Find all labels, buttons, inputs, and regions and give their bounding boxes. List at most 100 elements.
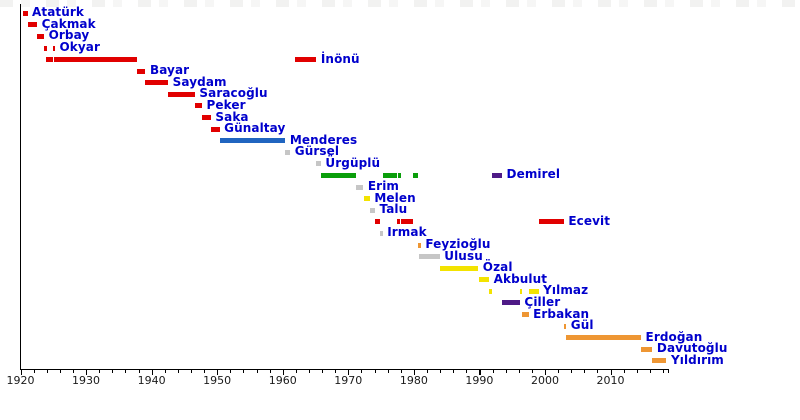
x-axis-tick-label: 1990	[465, 374, 494, 387]
term-bar	[27, 22, 38, 28]
x-axis-minor-tick	[112, 369, 114, 373]
pm-name-label: Ürgüplü	[325, 155, 381, 170]
cropped-text-artifact-strip	[0, 0, 800, 7]
x-axis-minor-tick	[295, 369, 297, 373]
pm-name-label: Yıldırım	[670, 352, 724, 367]
term-bar	[54, 57, 138, 63]
x-axis-minor-tick	[440, 369, 442, 373]
x-axis-major-tick	[413, 369, 416, 375]
pm-name-label: Bayar	[149, 63, 190, 78]
x-axis-minor-tick	[138, 369, 140, 373]
term-bar	[320, 172, 357, 178]
pm-name-label: Erim	[367, 179, 400, 194]
x-axis-major-tick	[217, 369, 219, 375]
pm-name-label: Özal	[482, 260, 513, 275]
term-bar	[397, 172, 401, 178]
term-bar	[145, 80, 169, 86]
x-axis-major-tick	[479, 369, 481, 375]
pm-name-label: Çiller	[524, 294, 561, 309]
term-bar	[52, 45, 55, 51]
term-bar	[45, 57, 53, 63]
pm-name-label: Demirel	[506, 167, 561, 182]
pm-name-label: Orbay	[48, 28, 90, 43]
x-axis-minor-tick	[426, 369, 428, 373]
x-axis-minor-tick	[230, 369, 232, 373]
x-axis-minor-tick	[662, 369, 664, 373]
x-axis-minor-tick	[466, 369, 468, 373]
y-axis-line	[20, 4, 22, 370]
x-axis-minor-tick	[531, 369, 533, 373]
term-bar	[295, 57, 317, 63]
pm-name-label: Menderes	[289, 132, 358, 147]
x-axis-minor-tick	[335, 369, 337, 373]
x-axis-minor-tick	[623, 369, 625, 373]
x-axis-major-tick	[86, 369, 88, 375]
pm-name-label: Saka	[215, 109, 249, 124]
pm-name-label: Çakmak	[41, 16, 96, 31]
x-axis-minor-tick	[256, 369, 258, 373]
term-bar	[397, 219, 400, 225]
x-axis-tick-label: 1920	[6, 374, 35, 387]
x-axis-minor-tick	[374, 369, 376, 373]
pm-name-label: Erbakan	[533, 306, 590, 321]
term-bar	[210, 126, 220, 132]
term-bar	[382, 172, 398, 178]
x-axis-major-tick	[20, 369, 22, 375]
x-axis-major-tick	[610, 369, 612, 375]
x-axis-minor-tick	[505, 369, 507, 373]
term-bar	[491, 172, 503, 178]
x-axis-minor-tick	[46, 369, 48, 373]
pm-name-label: Atatürk	[32, 5, 84, 20]
x-axis-minor-tick	[164, 369, 166, 373]
x-axis-minor-tick	[59, 369, 61, 373]
x-axis-tick-label: 1940	[137, 374, 166, 387]
x-axis-minor-tick	[453, 369, 455, 373]
pm-name-label: Günaltay	[224, 121, 286, 136]
term-bar	[418, 254, 440, 260]
x-axis-minor-tick	[387, 369, 389, 373]
x-axis-minor-tick	[177, 369, 179, 373]
x-axis-tick-label: 2000	[530, 374, 559, 387]
term-bar	[538, 219, 564, 225]
pm-name-label: Ecevit	[568, 213, 611, 228]
term-bar	[285, 149, 291, 155]
term-bar	[565, 335, 642, 341]
term-bar	[363, 196, 370, 202]
term-bar	[489, 288, 492, 294]
term-bar	[22, 10, 28, 16]
term-bar	[652, 358, 667, 364]
x-axis-tick-label: 1930	[72, 374, 101, 387]
term-bar	[219, 138, 286, 144]
pm-name-label: Yılmaz	[543, 283, 589, 298]
x-axis-major-tick	[544, 369, 547, 375]
pm-name-label: Melen	[374, 190, 416, 205]
term-bar	[194, 103, 203, 109]
x-axis-minor-tick	[361, 369, 363, 373]
term-bar	[478, 277, 490, 283]
x-axis-minor-tick	[649, 369, 651, 373]
x-axis-minor-tick	[204, 369, 206, 373]
x-axis-major-tick	[151, 369, 153, 375]
term-bar	[528, 288, 539, 294]
term-bar	[641, 346, 653, 352]
x-axis-minor-tick	[308, 369, 310, 373]
term-bar	[380, 230, 383, 236]
term-bar	[413, 172, 419, 178]
x-axis-minor-tick	[322, 369, 324, 373]
pm-name-label: Saydam	[172, 74, 227, 89]
x-axis-tick-label: 2010	[596, 374, 625, 387]
pm-name-label: İnönü	[320, 51, 360, 66]
term-bar	[316, 161, 321, 167]
pm-name-label: Talu	[379, 202, 408, 217]
term-bar	[400, 219, 413, 225]
term-bar	[521, 312, 529, 317]
pm-name-label: Feyzioğlu	[425, 237, 491, 251]
term-bar	[519, 288, 523, 294]
x-axis-minor-tick	[33, 369, 35, 373]
x-axis-minor-tick	[72, 369, 74, 373]
term-bar	[44, 45, 47, 51]
term-bar	[374, 219, 381, 225]
x-axis-minor-tick	[636, 369, 638, 373]
x-axis-minor-tick	[518, 369, 520, 373]
